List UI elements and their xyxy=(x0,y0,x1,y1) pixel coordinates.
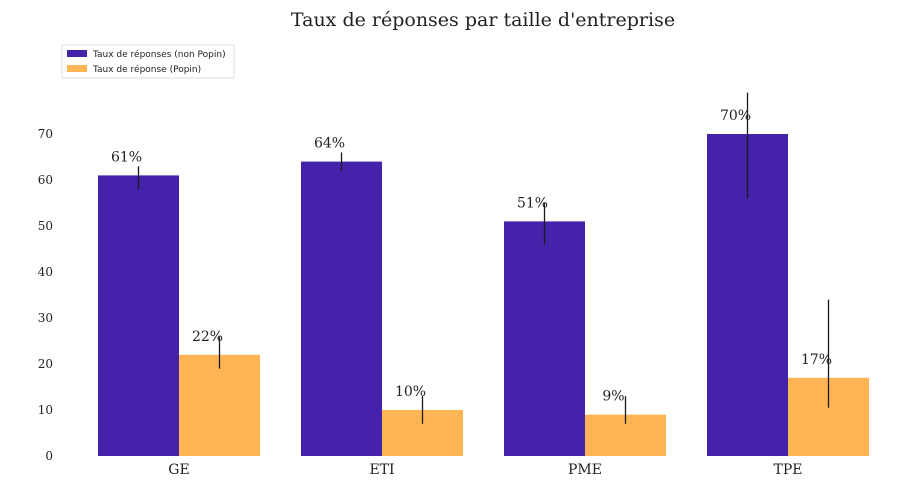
data-labels: 61% 22% 64% 10% 51% 9% 70% 17% xyxy=(111,108,832,405)
x-tick-label: PME xyxy=(568,462,602,478)
bars xyxy=(98,134,869,456)
y-tick-label: 10 xyxy=(38,403,53,417)
x-tick-label: ETI xyxy=(369,462,394,478)
y-tick-label: 70 xyxy=(38,127,53,141)
y-axis: 0 10 20 30 40 50 60 70 xyxy=(38,127,53,463)
data-label: 10% xyxy=(395,384,426,400)
x-tick-label: TPE xyxy=(774,462,803,478)
legend: Taux de réponses (non Popin) Taux de rép… xyxy=(61,44,235,79)
error-bars xyxy=(137,92,830,424)
x-axis: GE ETI PME TPE xyxy=(168,462,802,478)
data-label: 9% xyxy=(602,389,624,405)
bar-ge-non-popin xyxy=(98,175,179,456)
bar-ge-popin xyxy=(179,354,260,456)
legend-box xyxy=(61,44,235,79)
data-label: 51% xyxy=(517,195,548,211)
data-label: 70% xyxy=(720,108,751,124)
y-tick-label: 40 xyxy=(38,265,53,279)
data-label: 17% xyxy=(801,352,832,368)
data-label: 61% xyxy=(111,149,142,165)
legend-label-non-popin: Taux de réponses (non Popin) xyxy=(92,49,226,60)
legend-label-popin: Taux de réponse (Popin) xyxy=(92,64,201,75)
x-tick-label: GE xyxy=(168,462,189,478)
y-tick-label: 0 xyxy=(45,449,53,463)
data-label: 22% xyxy=(192,329,223,345)
legend-swatch-non-popin xyxy=(67,50,87,57)
bar-pme-non-popin xyxy=(504,221,585,456)
data-label: 64% xyxy=(314,136,345,152)
legend-swatch-popin xyxy=(67,65,87,72)
chart-title: Taux de réponses par taille d'entreprise xyxy=(291,9,675,31)
y-tick-label: 20 xyxy=(38,357,53,371)
y-tick-label: 30 xyxy=(38,311,53,325)
bar-eti-non-popin xyxy=(301,161,382,456)
y-tick-label: 50 xyxy=(38,219,53,233)
y-tick-label: 60 xyxy=(38,173,53,187)
